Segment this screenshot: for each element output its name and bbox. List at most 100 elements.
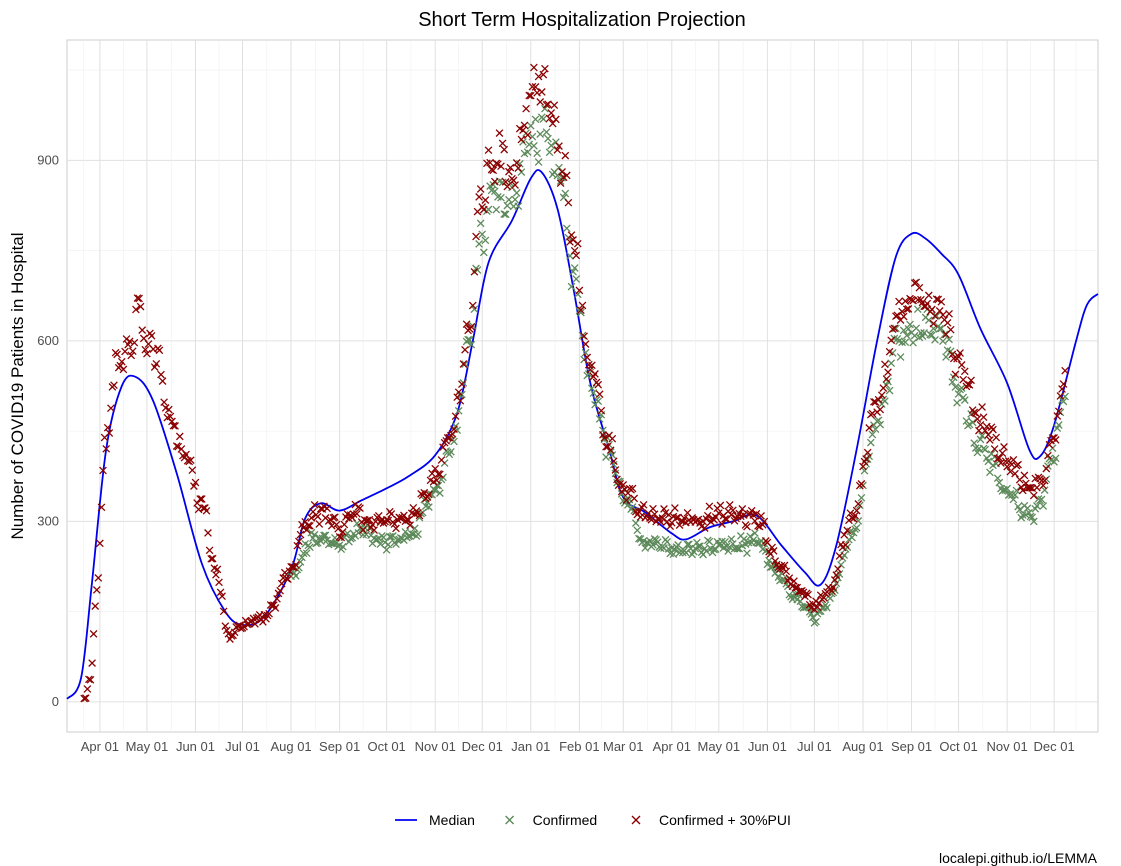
data-point: [848, 533, 856, 542]
data-point: [379, 533, 388, 542]
data-point: [939, 337, 947, 346]
data-point: [105, 429, 114, 437]
data-point: [685, 540, 693, 549]
data-point: [133, 294, 142, 302]
data-point: [558, 168, 566, 176]
legend-label: Median: [429, 812, 475, 828]
data-point: [834, 565, 842, 573]
data-point: [1059, 380, 1068, 388]
data-point: [862, 455, 870, 463]
data-point: [169, 421, 178, 430]
data-point: [489, 166, 498, 175]
data-point: [594, 380, 603, 389]
data-point: [953, 398, 961, 407]
data-point: [1003, 462, 1011, 471]
x-tick-label: Aug 01: [270, 739, 311, 754]
data-point: [251, 620, 259, 628]
data-point: [583, 353, 592, 362]
data-point: [171, 422, 179, 430]
data-point: [630, 494, 639, 503]
data-point: [468, 301, 477, 310]
data-point: [141, 345, 150, 354]
data-point: [143, 349, 151, 358]
data-point: [249, 614, 258, 623]
data-point: [885, 386, 894, 395]
data-point: [854, 500, 863, 508]
data-point: [899, 326, 908, 335]
data-point: [475, 193, 483, 201]
data-point: [531, 83, 540, 91]
data-point: [299, 549, 308, 558]
data-point: [1020, 471, 1029, 480]
data-point: [459, 360, 468, 368]
data-point: [705, 537, 714, 546]
data-point: [752, 509, 761, 518]
data-point: [887, 359, 896, 368]
data-point: [611, 466, 620, 474]
data-point: [902, 305, 911, 314]
data-point: [1003, 484, 1011, 493]
data-point: [879, 384, 888, 392]
data-point: [545, 114, 554, 123]
data-point: [1037, 476, 1046, 485]
data-point: [536, 130, 545, 138]
data-point: [191, 478, 200, 487]
data-point: [186, 456, 195, 465]
data-point: [103, 423, 112, 432]
data-point: [949, 354, 958, 363]
data-point: [478, 230, 487, 239]
data-point: [973, 415, 982, 423]
data-point: [830, 576, 839, 584]
data-point: [458, 380, 466, 389]
data-point: [1007, 460, 1016, 469]
data-point: [490, 177, 499, 186]
data-point: [302, 549, 311, 558]
data-point: [530, 141, 538, 150]
data-point: [547, 109, 556, 117]
data-point: [464, 335, 472, 344]
data-point: [202, 506, 211, 515]
gridlines: [67, 40, 1098, 732]
data-point: [456, 396, 465, 405]
data-point: [481, 196, 490, 204]
data-point: [533, 149, 541, 158]
data-point: [147, 331, 156, 340]
data-point: [639, 500, 648, 509]
data-point: [882, 375, 891, 383]
data-point: [705, 502, 714, 511]
data-point: [951, 383, 960, 391]
data-point: [495, 129, 504, 137]
data-point: [743, 549, 751, 558]
data-point: [978, 432, 986, 440]
data-point: [945, 309, 953, 318]
data-point: [384, 540, 393, 549]
data-point: [631, 519, 640, 527]
data-point: [989, 425, 997, 434]
data-point: [572, 251, 581, 260]
data-point: [928, 331, 936, 340]
plot-panel: [66, 39, 1099, 733]
data-point: [434, 470, 443, 478]
legend-label: Confirmed + 30%PUI: [659, 812, 791, 828]
data-point: [1051, 436, 1060, 444]
data-point: [928, 305, 936, 314]
data-point: [296, 558, 305, 566]
data-point: [454, 406, 463, 415]
data-point: [467, 322, 476, 331]
data-point: [370, 526, 378, 534]
data-point: [511, 181, 519, 189]
data-point: [130, 338, 139, 347]
data-point: [760, 517, 769, 526]
data-point: [986, 468, 994, 477]
x-tick-label: Oct 01: [939, 739, 977, 754]
data-point: [1023, 504, 1032, 513]
data-point: [96, 539, 104, 548]
data-point: [291, 560, 300, 569]
data-point: [1056, 392, 1065, 400]
data-point: [747, 506, 756, 515]
data-point: [530, 63, 538, 72]
data-point: [338, 528, 347, 536]
data-point: [649, 504, 657, 513]
data-point: [591, 370, 599, 378]
data-point: [1009, 495, 1018, 504]
